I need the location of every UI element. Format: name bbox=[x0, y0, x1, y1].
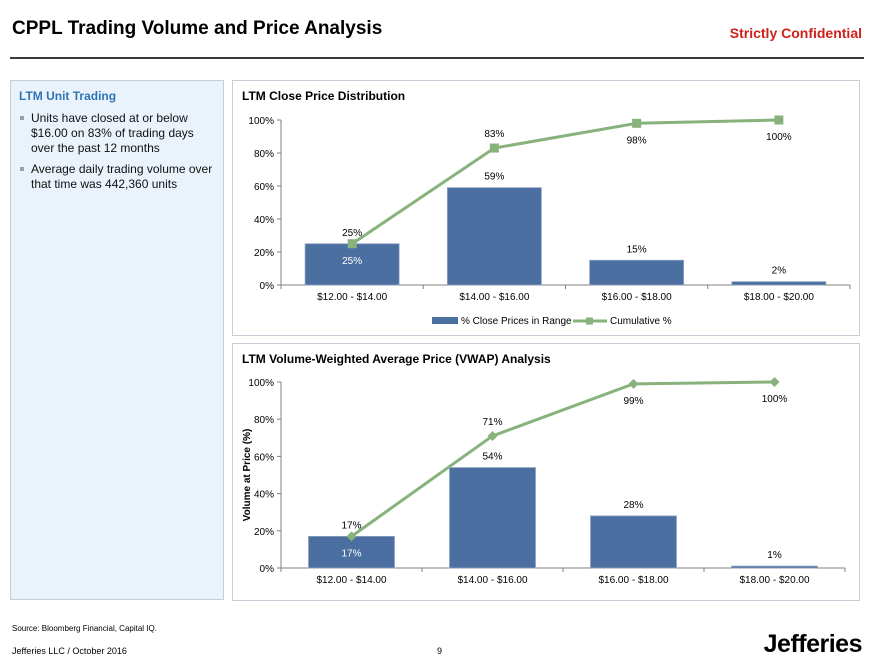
line-data-label: 83% bbox=[484, 129, 504, 140]
y-tick-label: 80% bbox=[254, 415, 274, 426]
legend: % Close Prices in Range Cumulative % bbox=[432, 316, 672, 327]
cumulative-line bbox=[350, 380, 775, 538]
vwap-chart-box: LTM Volume-Weighted Average Price (VWAP)… bbox=[232, 343, 860, 601]
bar bbox=[590, 515, 677, 569]
x-tick-label: $14.00 - $16.00 bbox=[457, 575, 527, 586]
x-tick-label: $16.00 - $18.00 bbox=[598, 575, 668, 586]
y-axis-label: Volume at Price (%) bbox=[242, 429, 253, 522]
cumulative-line bbox=[351, 118, 779, 245]
square-bullet-icon bbox=[20, 167, 24, 171]
line-point bbox=[774, 115, 784, 125]
legend-bar-swatch bbox=[432, 317, 458, 324]
line-data-label: 25% bbox=[342, 228, 362, 239]
bullet-item: Average daily trading volume over that t… bbox=[19, 162, 215, 192]
bar-data-label: 1% bbox=[767, 550, 782, 561]
y-tick-label: 0% bbox=[260, 564, 275, 575]
legend-line-marker bbox=[586, 317, 593, 325]
source-note: Source: Bloomberg Financial, Capital IQ. bbox=[12, 624, 157, 633]
line-point bbox=[489, 143, 499, 153]
y-tick-label: 100% bbox=[248, 378, 274, 389]
y-tick-label: 20% bbox=[254, 527, 274, 538]
close-price-chart-box: LTM Close Price Distribution 0% 20% 40% 60%… bbox=[232, 80, 860, 336]
ltm-unit-trading-panel: LTM Unit Trading Units have closed at or… bbox=[10, 80, 224, 600]
bar bbox=[449, 467, 536, 569]
x-tick-label: $16.00 - $18.00 bbox=[602, 292, 672, 303]
x-tick-label: $18.00 - $20.00 bbox=[744, 292, 814, 303]
y-tick-label: 100% bbox=[248, 116, 274, 127]
bullet-item: Units have closed at or below $16.00 on … bbox=[19, 111, 215, 156]
line-point bbox=[487, 430, 498, 441]
y-tick-label: 80% bbox=[254, 149, 274, 160]
y-tick-label: 40% bbox=[254, 215, 274, 226]
chart-title: LTM Volume-Weighted Average Price (VWAP)… bbox=[242, 352, 551, 366]
x-tick-label: $12.00 - $14.00 bbox=[316, 575, 386, 586]
bar bbox=[304, 243, 400, 286]
line-data-label: 99% bbox=[623, 396, 643, 407]
vwap-chart: 0% 20% 40% 60% 80% 100% $12.00 - $14.00 $14.00 … bbox=[242, 377, 846, 586]
bar bbox=[731, 565, 818, 569]
bullet-text: Average daily trading volume over that t… bbox=[31, 162, 213, 191]
bar-data-label: 17% bbox=[341, 548, 361, 559]
line-point bbox=[346, 531, 357, 542]
bar-data-label: 25% bbox=[342, 256, 362, 267]
x-tick-label: $12.00 - $14.00 bbox=[317, 292, 387, 303]
x-tick-label: $18.00 - $20.00 bbox=[739, 575, 809, 586]
y-tick-label: 0% bbox=[260, 281, 275, 292]
x-tick-label: $14.00 - $16.00 bbox=[459, 292, 529, 303]
bar-data-label: 15% bbox=[627, 244, 647, 255]
bar-data-label: 28% bbox=[623, 500, 643, 511]
bar-data-label: 59% bbox=[484, 172, 504, 183]
jefferies-logo: Jefferies bbox=[763, 630, 863, 658]
page-number: 9 bbox=[437, 646, 443, 656]
bar bbox=[589, 259, 685, 286]
line-data-label: 98% bbox=[627, 135, 647, 146]
square-bullet-icon bbox=[20, 116, 24, 120]
page-title: CPPL Trading Volume and Price Analysis bbox=[12, 18, 383, 39]
bar bbox=[308, 535, 395, 569]
header-rule bbox=[10, 57, 864, 59]
line-point bbox=[769, 377, 780, 387]
y-tick-label: 40% bbox=[254, 490, 274, 501]
line-point bbox=[347, 239, 357, 249]
footer-text: Jefferies LLC / October 2016 bbox=[12, 646, 127, 656]
chart-title: LTM Close Price Distribution bbox=[242, 89, 406, 103]
bar bbox=[446, 187, 542, 286]
line-data-label: 100% bbox=[766, 132, 792, 143]
bullet-text: Units have closed at or below $16.00 on … bbox=[31, 111, 194, 155]
legend-line-label: Cumulative % bbox=[610, 316, 672, 327]
line-data-label: 71% bbox=[482, 417, 502, 428]
line-point bbox=[632, 118, 642, 128]
y-tick-label: 20% bbox=[254, 248, 274, 259]
legend-bar-label: % Close Prices in Range bbox=[461, 316, 572, 327]
line-point bbox=[628, 378, 639, 389]
bar-data-label: 54% bbox=[482, 452, 502, 463]
y-tick-label: 60% bbox=[254, 182, 274, 193]
line-data-label: 17% bbox=[341, 520, 361, 531]
confidential-label: Strictly Confidential bbox=[729, 25, 862, 41]
bullet-list: Units have closed at or below $16.00 on … bbox=[19, 111, 215, 192]
line-data-label: 100% bbox=[762, 394, 788, 405]
bar-data-label: 2% bbox=[772, 266, 787, 277]
panel-title: LTM Unit Trading bbox=[19, 89, 117, 103]
close-price-chart: 0% 20% 40% 60% 80% 100% $12.00 - $14.00 $14.00 … bbox=[248, 115, 851, 327]
bar bbox=[731, 281, 827, 286]
y-tick-label: 60% bbox=[254, 452, 274, 463]
